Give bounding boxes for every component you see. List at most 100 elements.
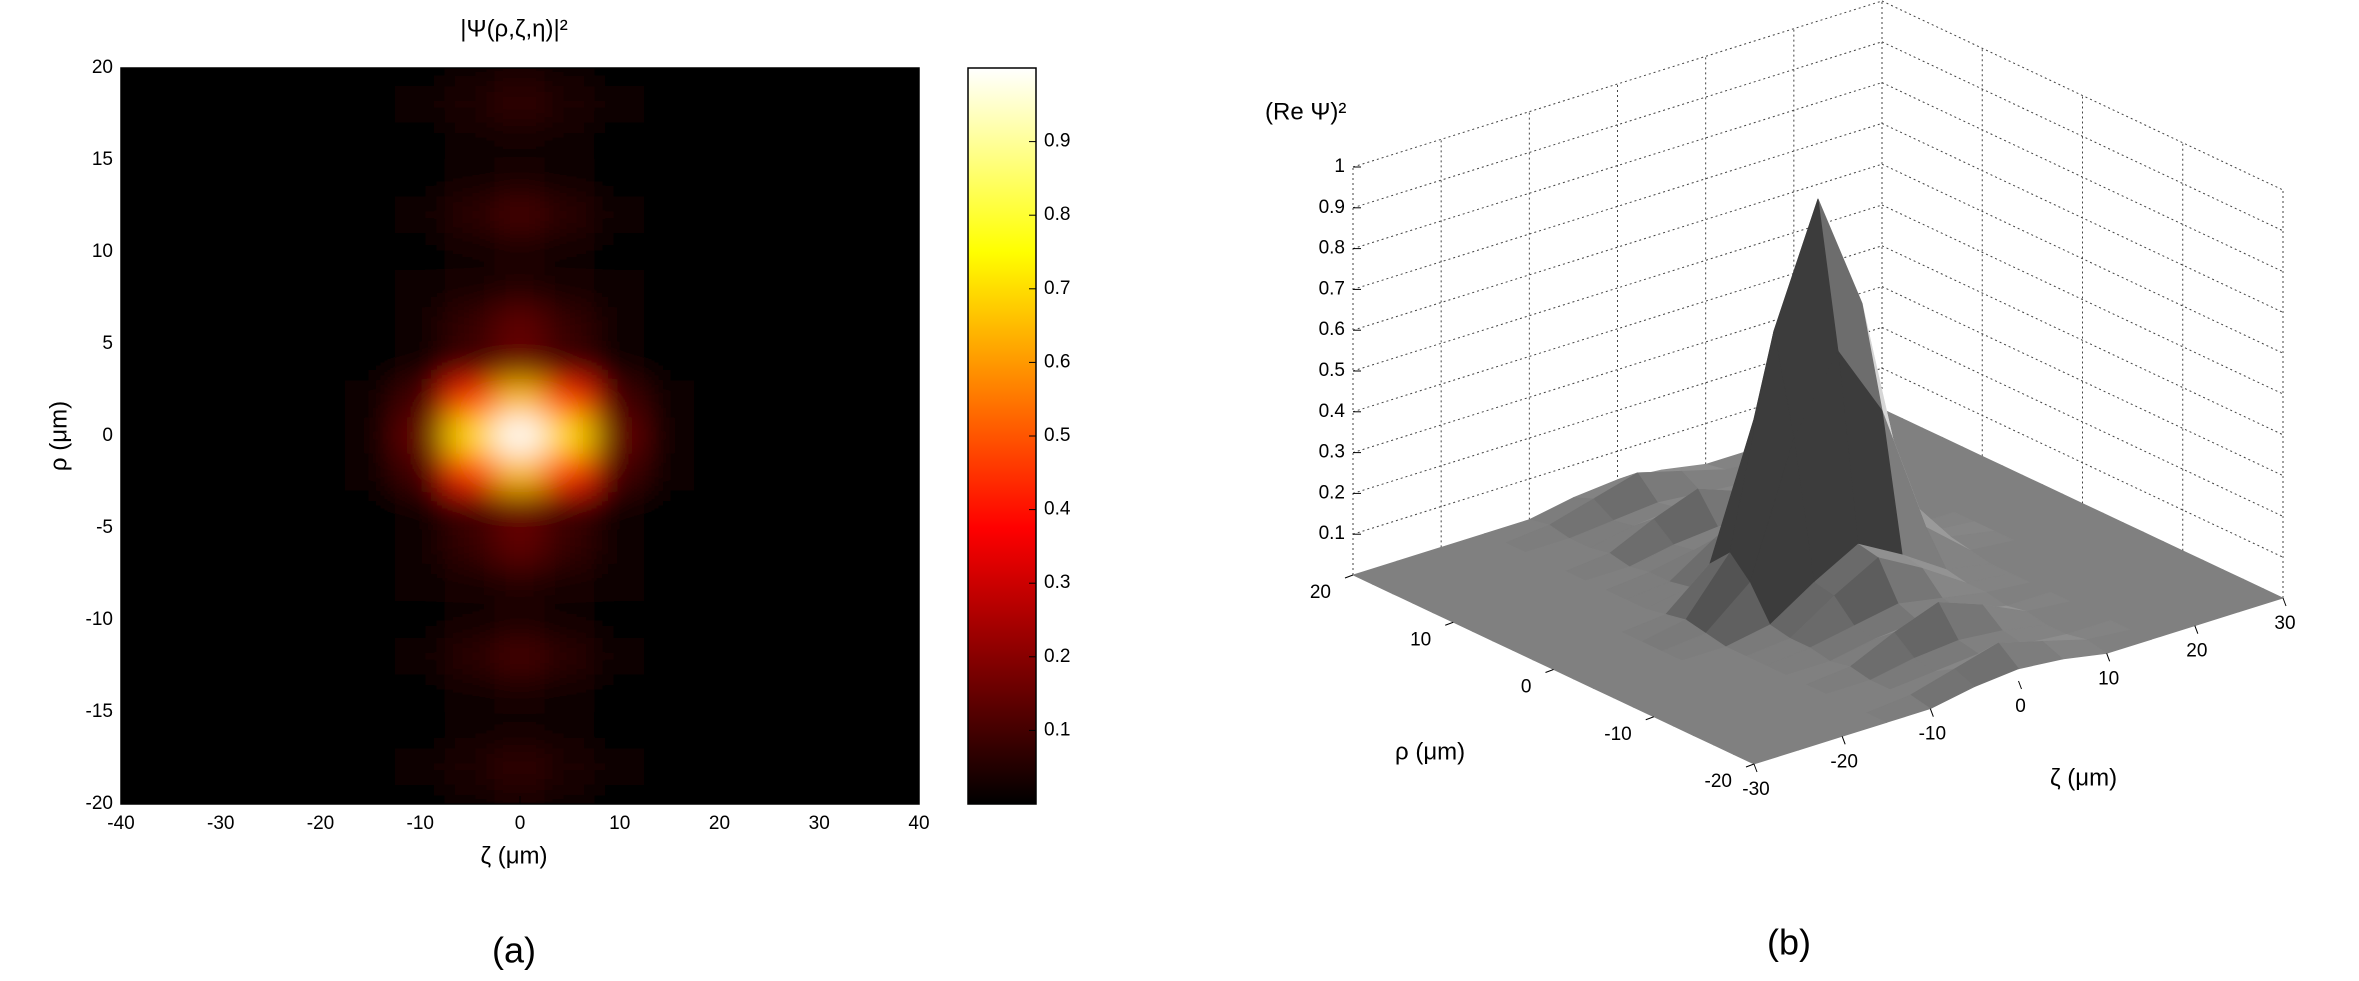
heatmap-cell: [893, 68, 919, 87]
heatmap-cell: [121, 711, 147, 750]
heatmap-cell: [594, 417, 646, 455]
x-tick-label: -10: [407, 813, 434, 834]
grid-line: [1881, 367, 2284, 558]
heatmap-cell: [195, 233, 247, 271]
heatmap-cell: [195, 453, 247, 492]
heatmap-cell: [644, 601, 696, 639]
x-tick-label: 20: [709, 813, 730, 834]
heatmap-cell: [644, 453, 696, 492]
heatmap-cell: [344, 637, 396, 676]
grid-line: [1881, 286, 2284, 477]
heatmap-cell: [793, 527, 845, 566]
heatmap-cell: [145, 85, 197, 124]
heatmap-cell: [195, 527, 247, 566]
heatmap-cell: [344, 306, 396, 345]
grid-line: [1881, 163, 2284, 354]
heatmap-cell: [195, 601, 247, 639]
heatmap-cell: [444, 711, 496, 750]
heatmap-cell: [121, 674, 147, 713]
heatmap-cell: [494, 306, 546, 345]
heatmap-cell: [494, 490, 546, 529]
rho-tick: [1645, 716, 1654, 721]
heatmap-cell: [893, 637, 919, 676]
heatmap-cell: [843, 748, 895, 787]
heatmap-cell: [843, 196, 895, 235]
heatmap-cell: [394, 711, 446, 750]
heatmap-cell: [344, 122, 396, 161]
heatmap-cell: [195, 343, 247, 382]
heatmap-cell: [444, 269, 496, 308]
heatmap-cell: [394, 674, 446, 713]
heatmap-cell: [594, 122, 646, 161]
heatmap-cell: [444, 748, 496, 787]
rho-tick-label: 0: [1521, 677, 1532, 698]
heatmap-cell: [694, 306, 745, 345]
heatmap-cell: [195, 159, 247, 198]
heatmap-cell: [544, 637, 596, 676]
heatmap-cell: [394, 601, 446, 639]
heatmap-cell: [295, 711, 346, 750]
heatmap-cell: [145, 68, 197, 87]
heatmap-cell: [743, 527, 795, 566]
heatmap-cell: [494, 68, 546, 87]
heatmap-cell: [544, 601, 596, 639]
heatmap-cell: [893, 564, 919, 603]
y-tick-label: 5: [102, 333, 113, 354]
heatmap-cell: [893, 159, 919, 198]
heatmap-cell: [245, 711, 297, 750]
heatmap-cell: [394, 306, 446, 345]
heatmap-cell: [494, 417, 546, 455]
heatmap-cell: [544, 564, 596, 603]
x-tick-label: -20: [307, 813, 334, 834]
heatmap-cell: [694, 68, 745, 87]
heatmap-cell: [394, 159, 446, 198]
colorbar-tick-label: 0.3: [1044, 572, 1070, 593]
y-axis-label: ρ (μm): [45, 401, 72, 471]
heatmap-cell: [594, 785, 646, 804]
heatmap-cell: [694, 490, 745, 529]
heatmap-cell: [245, 453, 297, 492]
heatmap-cell: [743, 343, 795, 382]
heatmap-cell: [295, 269, 346, 308]
heatmap-cell: [743, 637, 795, 676]
heatmap-cell: [694, 122, 745, 161]
zeta-tick: [1841, 736, 1846, 745]
heatmap-cell: [121, 380, 147, 419]
heatmap-cell: [245, 417, 297, 455]
z-tick-label: 0.6: [1319, 319, 1345, 340]
heatmap-cell: [893, 233, 919, 271]
heatmap-cell: [295, 196, 346, 235]
colorbar-tick-label: 0.4: [1044, 499, 1071, 520]
heatmap-cell: [644, 785, 696, 804]
x-tick-label: 10: [609, 813, 630, 834]
heatmap-cell: [121, 68, 147, 87]
heatmap-cell: [544, 159, 596, 198]
z-tick-label: 0.8: [1319, 238, 1345, 259]
heatmap-cell: [394, 417, 446, 455]
heatmap-cells: [121, 68, 919, 804]
surface-plot: 0.1 0.2 0.3 0.4 0.5 0.6 0.7 0.8 0.9 1 -20 -10 0 10 20 -…: [1310, 0, 2296, 800]
z-tick-label: 0.2: [1319, 482, 1345, 503]
heatmap-cell: [893, 601, 919, 639]
heatmap-cell: [494, 85, 546, 124]
heatmap-cell: [793, 785, 845, 804]
z-tick-label: 0.3: [1319, 442, 1345, 463]
heatmap-cell: [644, 269, 696, 308]
y-tick-label: 15: [92, 149, 113, 170]
heatmap-cell: [494, 233, 546, 271]
heatmap-cell: [494, 785, 546, 804]
heatmap-cell: [444, 306, 496, 345]
heatmap-cell: [793, 417, 845, 455]
heatmap-cell: [594, 306, 646, 345]
heatmap-cell: [344, 601, 396, 639]
grid-line: [1881, 122, 2284, 313]
heatmap-cell: [594, 233, 646, 271]
heatmap-cell: [694, 233, 745, 271]
heatmap-cell: [843, 233, 895, 271]
heatmap-cell: [544, 453, 596, 492]
heatmap-cell: [793, 269, 845, 308]
heatmap-cell: [494, 343, 546, 382]
heatmap-cell: [295, 564, 346, 603]
heatmap-cell: [295, 159, 346, 198]
z-tick-label: 0.9: [1319, 197, 1345, 218]
